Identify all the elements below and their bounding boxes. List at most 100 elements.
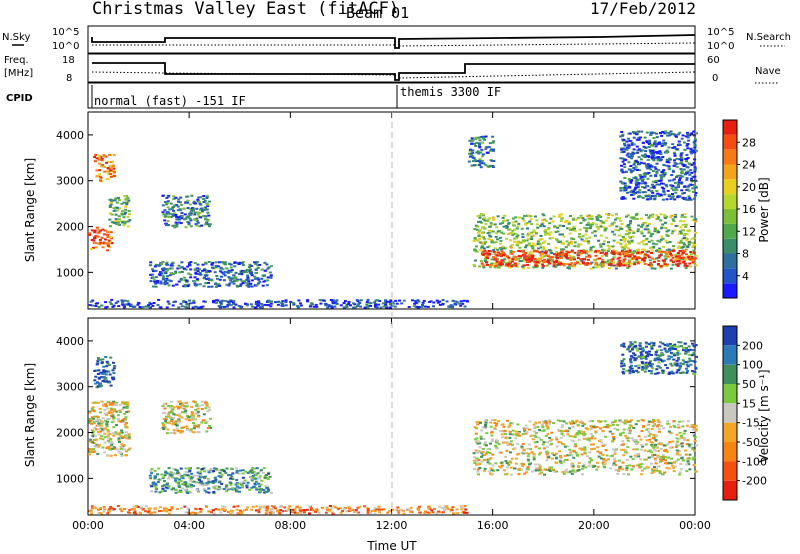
power-cell	[510, 252, 514, 255]
vel-cell	[358, 505, 362, 508]
power-cell	[502, 251, 506, 254]
power-cell	[650, 232, 653, 235]
power-heatmap	[88, 130, 698, 309]
power-cell	[329, 299, 333, 301]
power-cell	[549, 256, 553, 259]
power-cell	[658, 141, 661, 144]
power-cell	[541, 265, 545, 268]
power-cell	[623, 248, 627, 251]
vel-cell	[136, 506, 140, 508]
vel-cell	[508, 430, 512, 433]
vel-cell	[324, 511, 328, 514]
power-cell	[208, 279, 211, 281]
vel-cell	[163, 407, 167, 410]
vel-cell	[154, 486, 158, 489]
power-cell	[649, 198, 653, 201]
power-cell	[668, 216, 672, 219]
power-cell	[586, 221, 590, 224]
power-cell	[587, 251, 591, 254]
vel-cell	[654, 467, 658, 470]
power-cell	[619, 242, 623, 245]
power-cell	[542, 259, 546, 262]
vel-cell	[600, 441, 604, 444]
vel-cell	[101, 421, 105, 423]
vel-cell	[99, 427, 103, 429]
power-cell	[638, 169, 642, 172]
power-cell	[587, 242, 591, 245]
power-cell	[530, 253, 534, 256]
vel-cell	[172, 406, 176, 409]
vel-cell	[629, 455, 633, 458]
power-cell	[215, 275, 219, 277]
vel-cell	[190, 411, 194, 414]
vel-cell	[239, 481, 243, 484]
power-cell	[683, 250, 687, 253]
power-cell	[522, 219, 526, 222]
power-cell	[208, 225, 211, 228]
power-cell	[240, 262, 244, 265]
power-cell	[551, 256, 555, 259]
power-cell	[544, 250, 548, 253]
power-cell	[472, 263, 476, 266]
power-cell	[184, 217, 188, 220]
power-cell	[189, 268, 193, 271]
vel-cell	[183, 488, 187, 491]
power-cell	[463, 305, 467, 308]
vel-cell	[652, 470, 656, 473]
vel-cell	[463, 505, 467, 507]
power-cell	[147, 304, 151, 307]
power-cell	[171, 224, 175, 227]
vel-cell	[486, 447, 490, 450]
vel-cell	[98, 437, 102, 440]
power-cell	[228, 282, 232, 285]
power-cell	[501, 216, 505, 219]
power-cell	[511, 260, 514, 263]
power-cell	[573, 251, 577, 254]
vel-cell	[593, 426, 597, 429]
vel-cell	[183, 410, 187, 413]
power-cell	[624, 184, 627, 187]
vel-cell	[165, 483, 169, 486]
power-cell	[610, 259, 613, 262]
power-cell	[690, 237, 694, 240]
vel-cell	[229, 483, 233, 486]
power-cell	[674, 186, 678, 189]
power-cell	[246, 276, 250, 279]
vel-cell	[517, 452, 521, 455]
power-cell	[484, 147, 488, 150]
vel-cell	[508, 424, 512, 427]
power-cell	[253, 275, 257, 278]
power-cell	[332, 301, 336, 304]
power-cell	[650, 249, 654, 252]
power-cell	[99, 155, 103, 158]
vel-cell	[647, 420, 651, 423]
vel-cell	[200, 404, 204, 407]
power-cell	[177, 264, 181, 267]
power-cell	[631, 216, 635, 219]
vel-cell	[509, 466, 513, 469]
power-cell	[296, 306, 300, 309]
power-cell	[534, 215, 537, 218]
vel-cell	[674, 446, 678, 448]
vel-cell	[574, 451, 578, 454]
vel-cell	[577, 466, 580, 469]
power-cell	[96, 235, 100, 238]
power-cell	[197, 201, 201, 204]
vel-cell	[189, 491, 193, 494]
vel-cell	[110, 411, 114, 414]
vel-cell	[631, 458, 635, 461]
power-cell	[189, 302, 193, 305]
vel-cell	[252, 485, 256, 488]
power-cell	[265, 284, 269, 287]
power-cell	[194, 271, 198, 274]
vel-cell	[120, 429, 124, 432]
power-cell	[642, 235, 646, 237]
vel-cell	[611, 440, 615, 443]
power-cell	[636, 149, 640, 152]
power-cell	[518, 216, 521, 219]
vel-cell	[556, 419, 560, 422]
power-cell	[649, 186, 653, 189]
vel-cell	[194, 425, 198, 428]
power-cell	[167, 302, 171, 305]
vel-cell	[591, 435, 595, 438]
